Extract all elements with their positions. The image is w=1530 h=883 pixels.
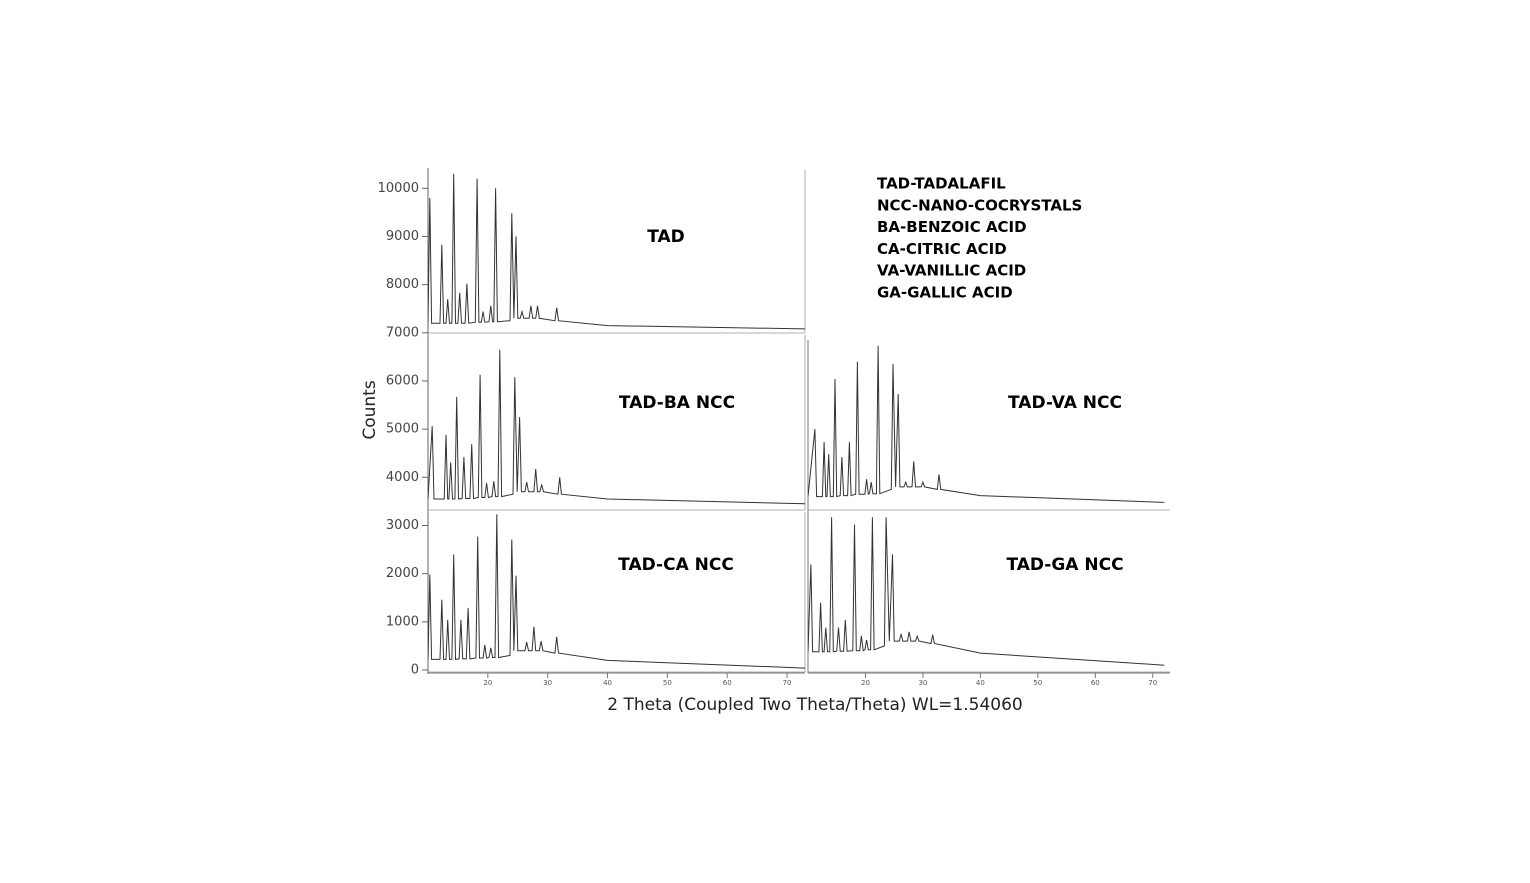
- annotation: TAD-TADALAFIL: [877, 175, 1006, 193]
- x-tick-label: 20: [861, 679, 870, 687]
- x-tick-label: 60: [723, 679, 732, 687]
- x-tick-label: 70: [783, 679, 792, 687]
- x-tick-label: 50: [663, 679, 672, 687]
- y-tick-label: 5000: [386, 422, 419, 437]
- annotation: GA-GALLIC ACID: [877, 284, 1013, 302]
- y-tick-label: 8000: [386, 277, 419, 292]
- x-tick-label: 70: [1148, 679, 1157, 687]
- x-tick-label: 30: [543, 679, 552, 687]
- panel-label: TAD: [647, 227, 685, 247]
- annotation: NCC-NANO-COCRYSTALS: [877, 196, 1082, 214]
- y-tick-label: 0: [411, 663, 419, 678]
- x-tick-label: 30: [918, 679, 927, 687]
- panel-label: TAD-CA NCC: [618, 555, 734, 575]
- annotation: CA-CITRIC ACID: [877, 240, 1007, 258]
- y-tick-label: 7000: [386, 325, 419, 340]
- y-tick-label: 6000: [386, 373, 419, 388]
- y-tick-label: 4000: [386, 470, 419, 485]
- y-tick-label: 9000: [386, 229, 419, 244]
- y-tick-label: 2000: [386, 566, 419, 581]
- x-tick-label: 40: [603, 679, 612, 687]
- pattern-line: [428, 349, 805, 505]
- x-tick-label: 50: [1033, 679, 1042, 687]
- panel-label: TAD-VA NCC: [1008, 393, 1122, 413]
- panel-label: TAD-GA NCC: [1006, 555, 1123, 575]
- pattern-line: [808, 345, 1165, 503]
- x-axis-label: 2 Theta (Coupled Two Theta/Theta) WL=1.5…: [607, 695, 1022, 715]
- panel-label: TAD-BA NCC: [619, 393, 735, 413]
- pattern-line: [428, 514, 805, 669]
- y-axis-label: Counts: [360, 380, 380, 439]
- y-tick-label: 10000: [378, 181, 419, 196]
- x-tick-label: 60: [1091, 679, 1100, 687]
- y-tick-label: 3000: [386, 518, 419, 533]
- annotation: VA-VANILLIC ACID: [877, 262, 1026, 280]
- pattern-line: [808, 517, 1165, 666]
- x-tick-label: 40: [976, 679, 985, 687]
- x-tick-label: 20: [483, 679, 492, 687]
- y-tick-label: 1000: [386, 614, 419, 629]
- annotation: BA-BENZOIC ACID: [877, 218, 1027, 236]
- pattern-line: [428, 173, 805, 330]
